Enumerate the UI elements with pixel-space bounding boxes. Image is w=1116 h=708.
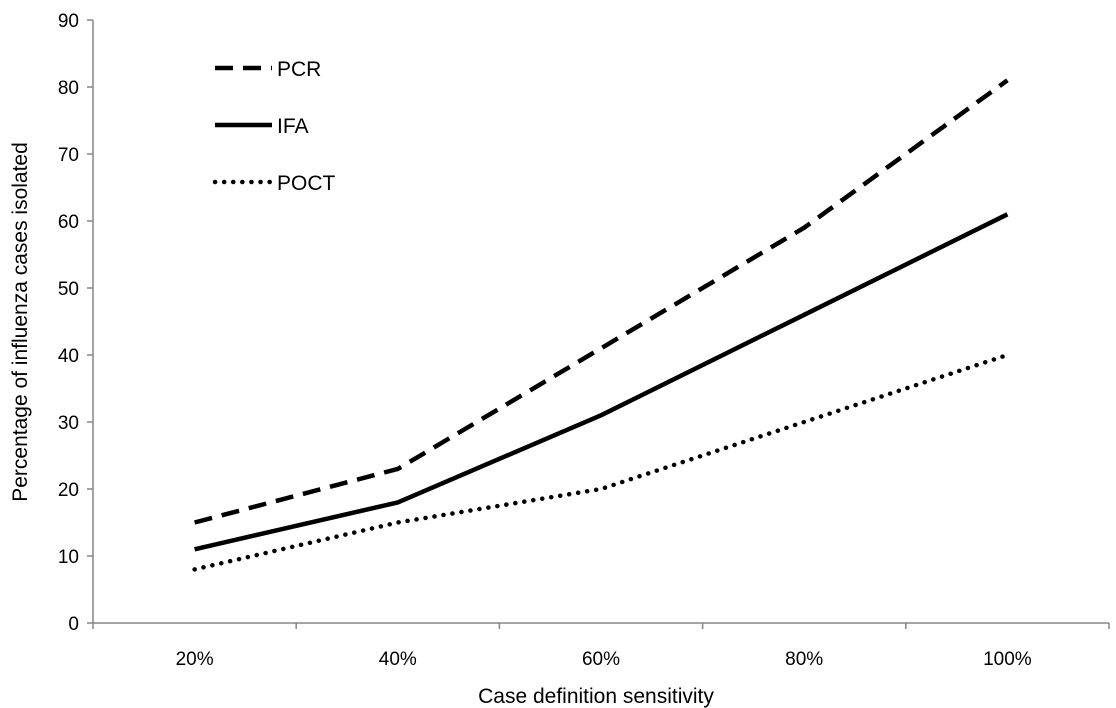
x-tick-label: 20% — [176, 649, 214, 670]
y-tick-label: 20 — [58, 480, 79, 501]
x-tick-label: 60% — [582, 649, 620, 670]
y-tick-label: 70 — [58, 145, 79, 166]
y-axis-title: Percentage of influenza cases isolated — [9, 142, 32, 502]
y-tick-label: 90 — [58, 11, 79, 32]
y-tick-label: 10 — [58, 547, 79, 568]
y-tick-label: 0 — [68, 614, 79, 635]
y-tick-label: 30 — [58, 413, 79, 434]
y-tick-label: 40 — [58, 346, 79, 367]
y-tick-label: 60 — [58, 212, 79, 233]
legend-label-ifa: IFA — [277, 115, 309, 138]
axes — [92, 20, 1109, 624]
x-tick-label: 100% — [983, 649, 1032, 670]
x-tick-label: 40% — [379, 649, 417, 670]
x-axis-title: Case definition sensitivity — [478, 685, 714, 708]
series-line-pcr — [194, 78, 1009, 525]
legend: PCR IFA POCT — [212, 58, 336, 195]
legend-label-pcr: PCR — [277, 58, 321, 81]
y-tick-label: 50 — [58, 279, 79, 300]
series-line-ifa — [194, 212, 1009, 552]
series-line-poct — [192, 352, 1010, 572]
series-lines — [192, 78, 1010, 572]
x-tick-label: 80% — [785, 649, 823, 670]
x-axis-ticks: 20% 40% 60% 80% 100% — [92, 623, 1110, 670]
y-tick-label: 80 — [58, 78, 79, 99]
legend-label-poct: POCT — [277, 172, 336, 195]
y-axis-ticks: 0 10 20 30 40 50 60 70 80 90 — [58, 11, 93, 635]
